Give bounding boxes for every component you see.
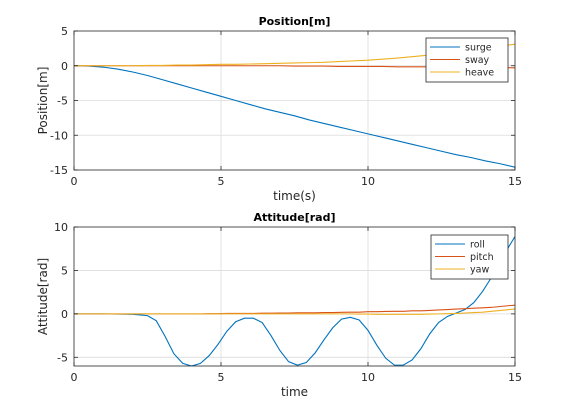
x-tick-label: 5 (218, 175, 225, 188)
x-tick-label: 0 (71, 371, 78, 384)
legend-label-roll: roll (470, 240, 485, 251)
x-tick-label: 10 (361, 175, 375, 188)
y-axis-label: Attitude[rad] (36, 258, 50, 335)
series-line-roll (74, 236, 515, 366)
series-line-yaw (74, 308, 515, 315)
chart-title: Attitude[rad] (253, 211, 335, 224)
legend-label-yaw: yaw (470, 265, 489, 276)
axes-box (73, 226, 516, 367)
series-line-surge (74, 65, 515, 168)
legend-label-heave: heave (465, 68, 494, 79)
x-tick-label: 15 (508, 175, 522, 188)
x-tick-label: 15 (508, 371, 522, 384)
y-tick-label: -10 (50, 129, 68, 142)
y-tick-label: 10 (54, 221, 68, 234)
legend-label-surge: surge (465, 43, 492, 54)
x-axis-label: time(s) (273, 189, 316, 203)
x-axis-label: time (281, 385, 308, 399)
y-axis-label: Position[m] (36, 67, 50, 135)
legend-label-pitch: pitch (470, 252, 494, 263)
y-tick-label: 5 (61, 264, 68, 277)
y-tick-label: 5 (61, 25, 68, 38)
y-tick-label: -5 (57, 95, 68, 108)
legend-label-sway: sway (465, 55, 490, 66)
chart-2: 0 5 10 15-50510Attitude[rad]timeAttitude[ra… (36, 211, 522, 399)
y-tick-label: -15 (50, 164, 68, 177)
y-tick-label: 0 (61, 308, 68, 321)
y-tick-label: 0 (61, 60, 68, 73)
x-tick-label: 10 (361, 371, 375, 384)
chart-title: Position[m] (259, 15, 331, 28)
y-tick-label: -5 (57, 351, 68, 364)
x-tick-label: 0 (71, 175, 78, 188)
x-tick-label: 5 (218, 371, 225, 384)
chart-1: 0 5 10 15 -15 -10 -5 0 5 Position[m] time(s) Positi… (36, 15, 522, 203)
series-group (74, 236, 515, 366)
